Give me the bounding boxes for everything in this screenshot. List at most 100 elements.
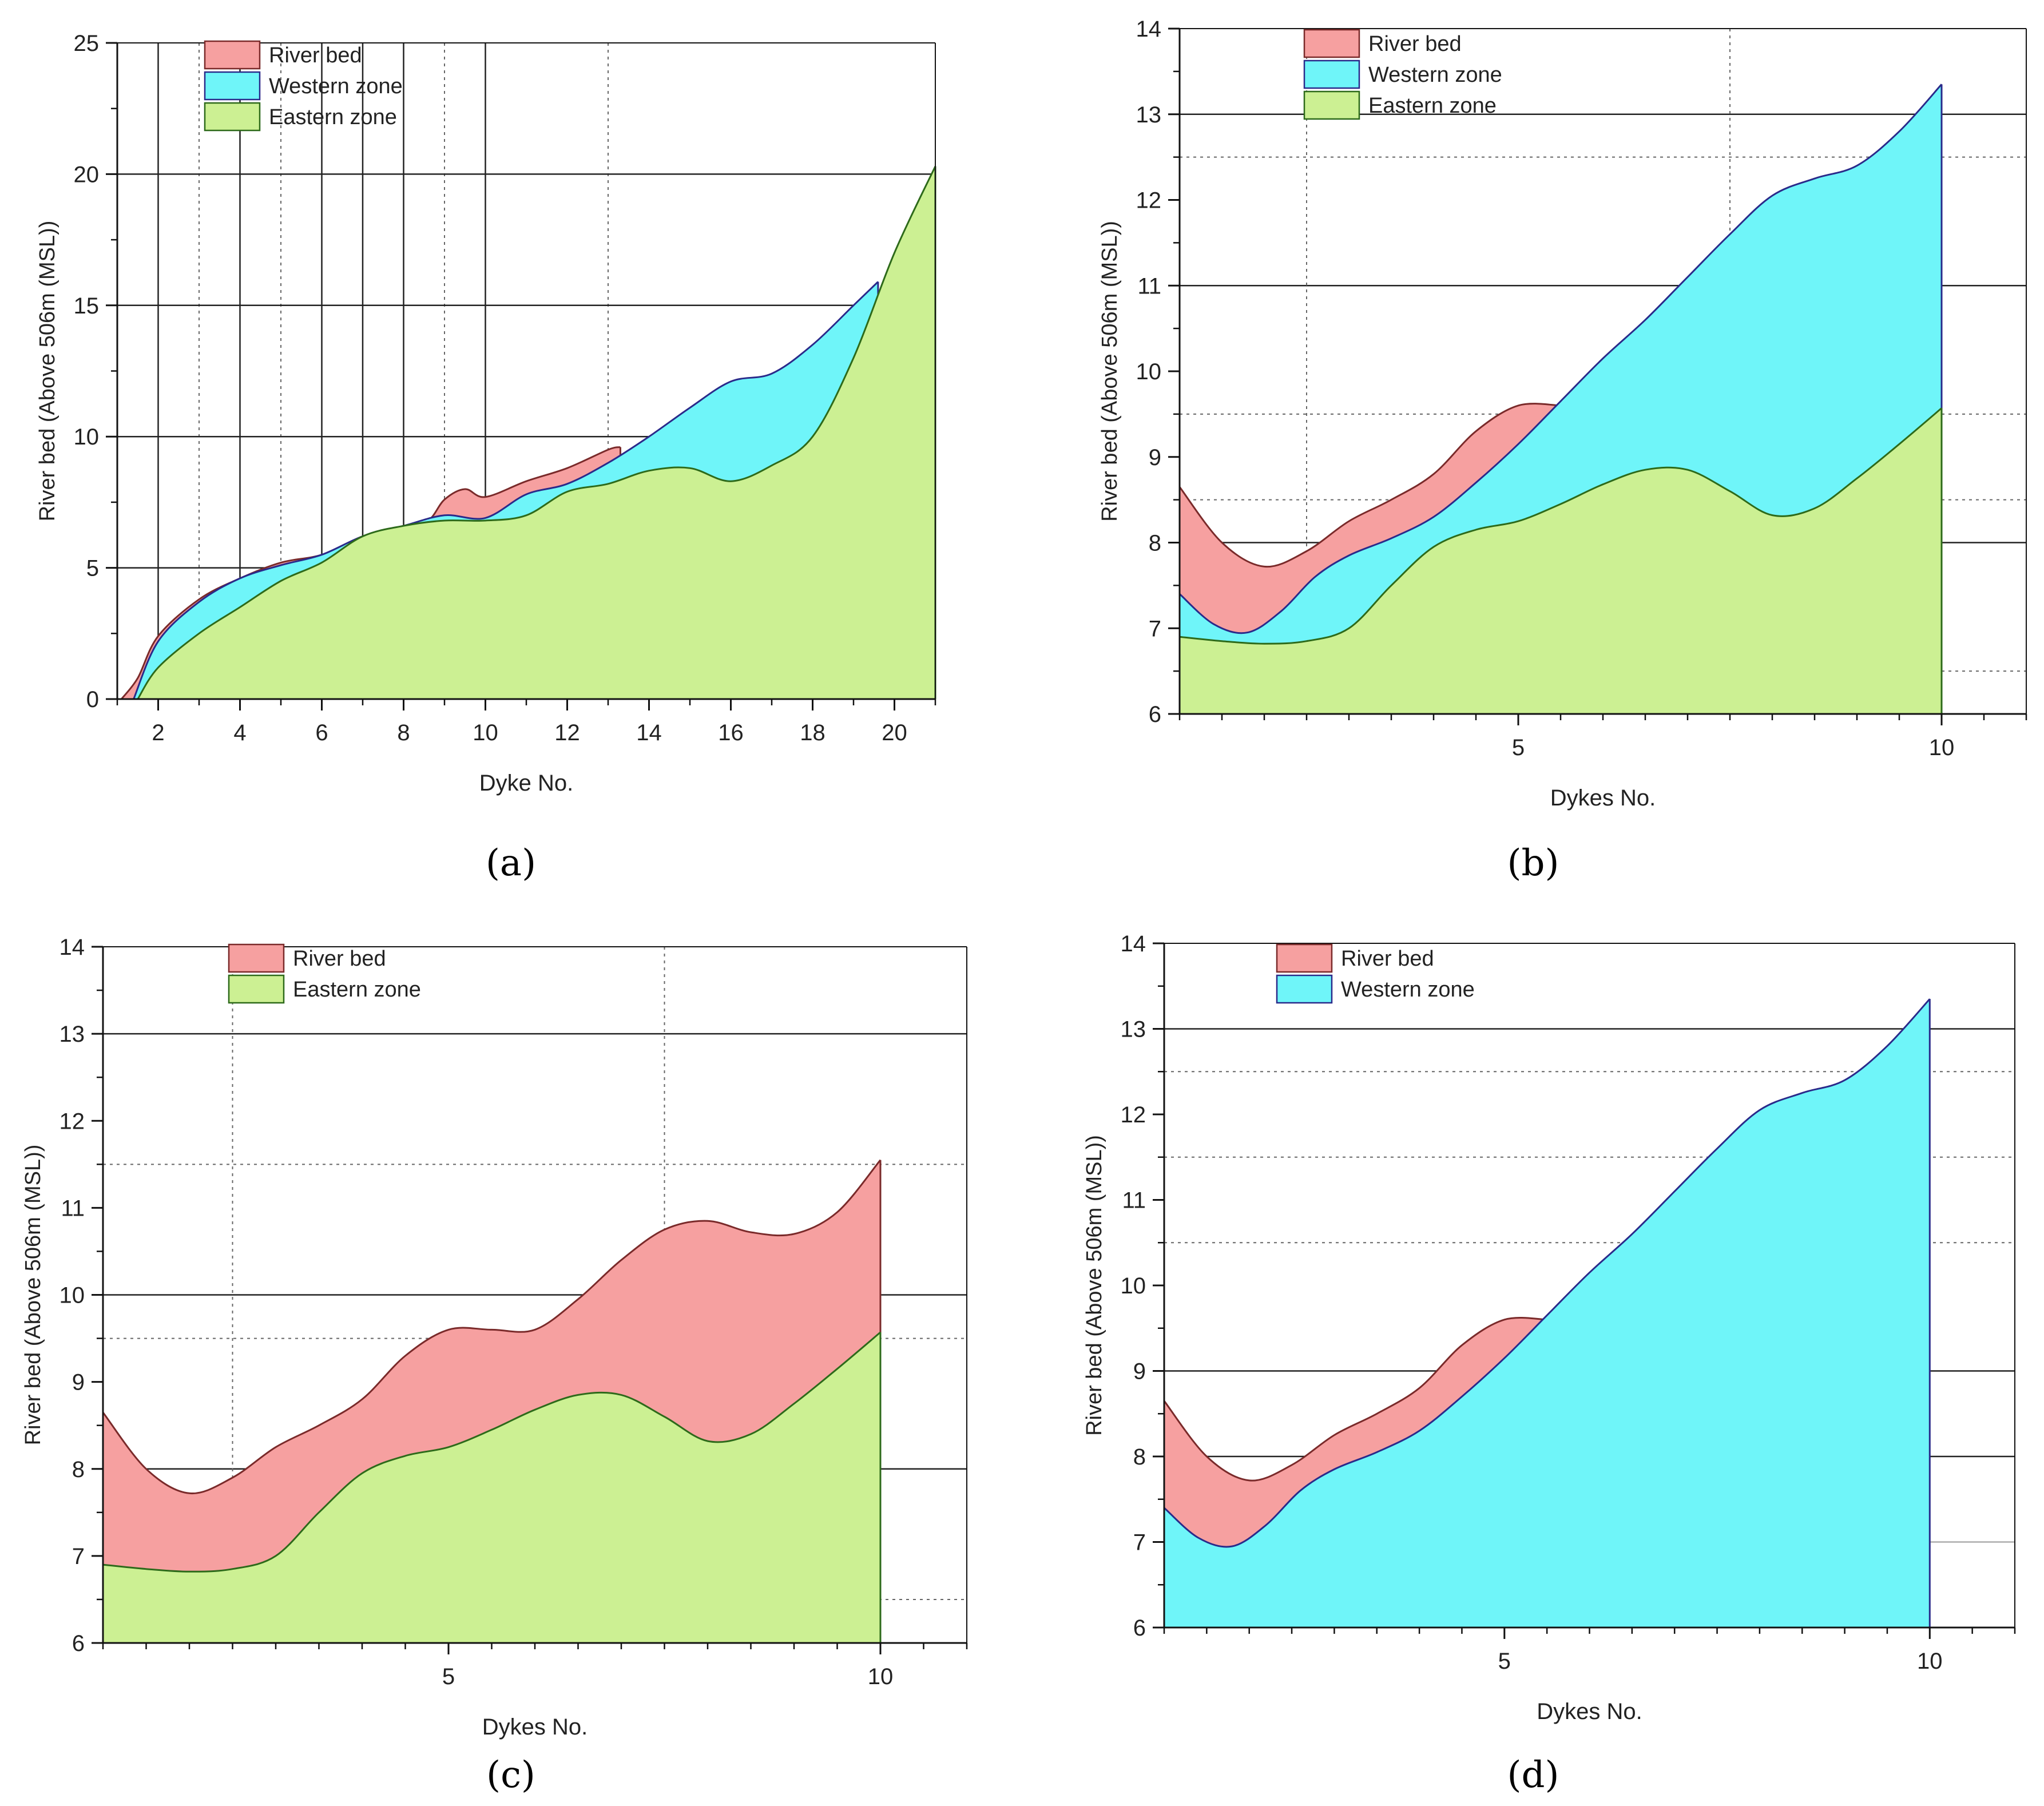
x-tick-label: 4 [233, 720, 246, 745]
y-axis-label: River bed (Above 506m (MSL)) [35, 221, 59, 522]
y-tick-label: 11 [1137, 273, 1161, 299]
x-tick-label: 10 [868, 1664, 894, 1689]
y-tick-label: 9 [1133, 1359, 1146, 1384]
legend-swatch-eastern-zone [1303, 90, 1360, 120]
area-eastern-zone [1180, 408, 1942, 714]
y-tick-label: 9 [72, 1370, 85, 1395]
y-tick-label: 6 [1133, 1616, 1146, 1641]
line-river-bed [102, 1159, 882, 1495]
line-eastern-zone [137, 165, 936, 700]
legend-label: Eastern zone [1368, 94, 1497, 118]
y-tick-label: 10 [74, 424, 100, 450]
y-tick-label: 10 [1136, 359, 1162, 384]
x-tick-label: 18 [800, 720, 825, 745]
x-axis-label: Dykes No. [1537, 1699, 1642, 1724]
legend-label: River bed [269, 43, 362, 68]
line-eastern-zone [1179, 407, 1942, 645]
chart-svg-b: 6 7 8 9 10 11 12 13 14 5 10 Dykes No. River bed (Abo… [1098, 17, 2027, 884]
area-eastern-zone [103, 1332, 880, 1643]
y-tick-label: 6 [72, 1631, 85, 1656]
legend-label: River bed [1368, 32, 1462, 56]
x-tick-label: 2 [152, 720, 164, 745]
panel-label: (d) [1507, 1754, 1559, 1796]
legend: River bed Western zone Eastern zone [1303, 29, 1502, 120]
chart-panel-d: 6 7 8 9 10 11 12 13 14 5 10 Dykes No. River bed (Abo… [1022, 903, 2044, 1806]
legend: River bed Eastern zone [228, 943, 421, 1004]
line-river-bed [1178, 403, 1561, 568]
y-tick-label: 8 [1133, 1444, 1146, 1470]
legend-label: Eastern zone [293, 978, 421, 1002]
legend-swatch-river-bed [1303, 29, 1360, 58]
x-tick-label: 10 [473, 720, 498, 745]
y-tick-label: 7 [72, 1544, 85, 1569]
legend-label: River bed [293, 947, 386, 971]
legend-label: River bed [1341, 947, 1434, 971]
y-tick-label: 12 [59, 1109, 85, 1134]
y-tick-label: 13 [59, 1022, 85, 1047]
legend: River bed Western zone [1276, 943, 1475, 1004]
legend-label: Western zone [1368, 63, 1502, 87]
y-tick-label: 14 [1136, 17, 1162, 42]
y-tick-label: 8 [1149, 531, 1161, 556]
line-river-bed [1163, 1316, 1547, 1482]
line-eastern-zone [102, 1331, 881, 1573]
x-tick-label: 6 [315, 720, 328, 745]
y-axis-label: River bed (Above 506m (MSL)) [21, 1145, 45, 1446]
y-tick-label: 12 [1136, 188, 1162, 213]
y-tick-label: 12 [1121, 1102, 1146, 1128]
y-axis-label: River bed (Above 506m (MSL)) [1098, 221, 1122, 522]
x-axis-label: Dykes No. [482, 1714, 588, 1740]
chart-panel-c: 6 7 8 9 10 11 12 13 14 5 10 Dykes No. River bed (Abo… [0, 903, 1022, 1806]
x-axis-label: Dyke No. [479, 771, 574, 796]
x-tick-label: 16 [718, 720, 744, 745]
area-eastern-zone [137, 166, 935, 700]
line-western-zone [133, 281, 879, 700]
y-tick-label: 9 [1149, 445, 1161, 470]
y-tick-label: 10 [59, 1283, 85, 1308]
legend-label: Eastern zone [269, 105, 397, 129]
legend-swatch-western-zone [1276, 974, 1333, 1004]
legend-swatch-river-bed [228, 943, 285, 973]
x-tick-label: 5 [1498, 1649, 1511, 1674]
panel-label: (a) [486, 842, 536, 884]
x-tick-label: 8 [397, 720, 410, 745]
y-axis-label: River bed (Above 506m (MSL)) [1082, 1135, 1106, 1436]
legend: River bed Western zone Eastern zone [204, 40, 403, 132]
chart-svg-d: 6 7 8 9 10 11 12 13 14 5 10 Dykes No. River bed (Abo… [1082, 931, 2016, 1796]
x-tick-label: 12 [554, 720, 580, 745]
chart-svg-a: 0 5 10 15 20 25 2 4 6 8 10 12 14 16 18 20 Dyke No. River … [35, 31, 936, 884]
y-tick-label: 14 [1121, 931, 1146, 956]
x-tick-label: 10 [1917, 1649, 1943, 1674]
legend-label: Western zone [269, 74, 403, 98]
chart-svg-c: 6 7 8 9 10 11 12 13 14 5 10 Dykes No. River bed (Abo… [21, 935, 968, 1796]
grid-lines [117, 43, 935, 699]
y-tick-label: 0 [86, 687, 99, 712]
y-tick-label: 7 [1133, 1530, 1146, 1555]
line-western-zone [1179, 84, 1943, 634]
y-tick-label: 10 [1121, 1273, 1146, 1299]
y-tick-label: 11 [61, 1196, 85, 1221]
legend-swatch-eastern-zone [204, 102, 261, 132]
y-tick-label: 15 [74, 293, 100, 319]
panel-label: (b) [1507, 842, 1559, 884]
legend-label: Western zone [1341, 978, 1475, 1002]
x-tick-label: 5 [1512, 735, 1525, 760]
y-tick-label: 11 [1122, 1188, 1146, 1213]
chart-panel-b: 6 7 8 9 10 11 12 13 14 5 10 Dykes No. River bed (Abo… [1022, 0, 2044, 903]
y-tick-label: 5 [86, 556, 99, 581]
y-tick-label: 7 [1149, 616, 1161, 641]
x-tick-label: 5 [442, 1664, 455, 1689]
x-tick-label: 10 [1929, 735, 1955, 760]
line-western-zone [1164, 998, 1931, 1548]
y-tick-label: 13 [1136, 102, 1162, 128]
chart-panel-a: 0 5 10 15 20 25 2 4 6 8 10 12 14 16 18 20 Dyke No. River … [0, 0, 1022, 903]
legend-swatch-river-bed [204, 40, 261, 70]
y-tick-label: 13 [1121, 1017, 1146, 1042]
legend-swatch-western-zone [1303, 59, 1360, 89]
area-western-zone [1164, 999, 1930, 1628]
panel-label: (c) [486, 1754, 535, 1796]
y-tick-label: 8 [72, 1457, 85, 1482]
y-tick-label: 20 [74, 162, 100, 187]
x-tick-label: 20 [882, 720, 907, 745]
legend-swatch-eastern-zone [228, 974, 285, 1004]
